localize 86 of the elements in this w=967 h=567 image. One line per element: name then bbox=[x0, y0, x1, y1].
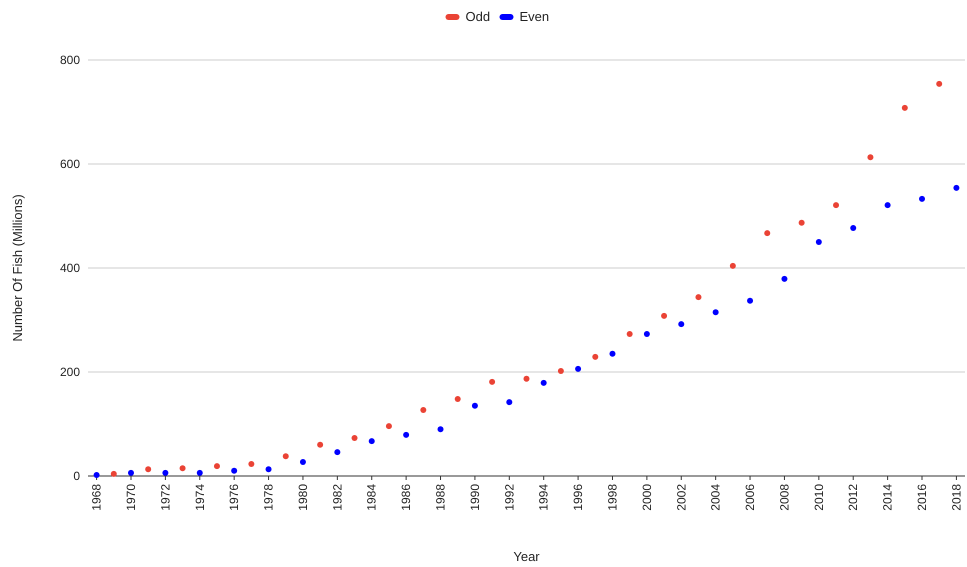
point bbox=[678, 321, 684, 328]
x-tick-label: 2004 bbox=[708, 484, 723, 511]
x-tick-label: 2006 bbox=[743, 484, 758, 511]
x-tick-label: 1980 bbox=[296, 484, 310, 511]
point bbox=[403, 432, 410, 438]
point bbox=[454, 396, 461, 402]
point bbox=[953, 184, 960, 191]
x-tick-label: 1984 bbox=[364, 484, 379, 511]
point bbox=[730, 262, 736, 269]
y-axis-title: Number Of Fish (Millions) bbox=[10, 194, 25, 342]
point bbox=[575, 366, 582, 372]
point bbox=[781, 276, 788, 282]
point bbox=[661, 312, 668, 319]
point bbox=[506, 399, 512, 406]
point bbox=[644, 331, 650, 338]
point bbox=[162, 470, 168, 476]
x-tick-label: 2018 bbox=[949, 484, 964, 511]
point bbox=[489, 378, 496, 385]
x-tick-label: 1968 bbox=[90, 484, 104, 511]
y-tick-label: 800 bbox=[60, 53, 80, 67]
point bbox=[919, 196, 926, 202]
point bbox=[816, 239, 822, 245]
point bbox=[540, 380, 547, 386]
x-tick-label: 1994 bbox=[536, 484, 551, 511]
x-tick-label: 1990 bbox=[468, 484, 482, 511]
point bbox=[386, 423, 392, 430]
x-tick-label: 2012 bbox=[846, 484, 860, 511]
x-tick-label: 1974 bbox=[192, 484, 207, 511]
x-tick-label: 1998 bbox=[605, 484, 620, 511]
point bbox=[282, 453, 289, 460]
point bbox=[558, 368, 564, 374]
y-tick-label: 600 bbox=[60, 157, 80, 171]
point bbox=[196, 470, 203, 476]
x-tick-label: 2000 bbox=[640, 484, 654, 511]
point bbox=[524, 376, 530, 382]
point bbox=[334, 449, 340, 456]
x-tick-label: 1996 bbox=[571, 484, 586, 511]
point bbox=[368, 438, 375, 444]
point bbox=[712, 309, 719, 316]
point bbox=[352, 435, 358, 442]
point bbox=[472, 402, 478, 409]
x-tick-label: 1976 bbox=[227, 484, 242, 511]
point bbox=[747, 298, 754, 304]
y-tick-label: 200 bbox=[60, 365, 80, 379]
point bbox=[231, 468, 238, 474]
point bbox=[180, 465, 186, 472]
point bbox=[867, 154, 874, 160]
x-tick-label: 2010 bbox=[812, 484, 826, 511]
point bbox=[420, 406, 426, 413]
x-tick-label: 1986 bbox=[399, 484, 414, 511]
point bbox=[128, 470, 134, 476]
x-tick-label: 1978 bbox=[262, 484, 276, 511]
point bbox=[214, 463, 220, 470]
point bbox=[609, 350, 616, 357]
point bbox=[695, 294, 702, 300]
x-tick-label: 1992 bbox=[502, 484, 516, 511]
point bbox=[438, 426, 444, 432]
x-tick-label: 1982 bbox=[330, 484, 344, 511]
point bbox=[833, 202, 840, 208]
point bbox=[936, 80, 942, 87]
y-tick-label: 0 bbox=[73, 469, 80, 483]
point bbox=[798, 220, 805, 226]
x-tick-label: 1970 bbox=[124, 484, 138, 511]
point bbox=[884, 202, 891, 208]
x-axis-title: Year bbox=[513, 549, 540, 564]
point bbox=[110, 470, 117, 477]
point bbox=[317, 442, 324, 448]
point bbox=[626, 331, 633, 338]
point bbox=[764, 230, 770, 236]
point bbox=[248, 461, 254, 468]
legend-label: Even bbox=[520, 9, 550, 24]
point bbox=[145, 466, 152, 472]
point bbox=[300, 458, 306, 465]
point bbox=[592, 354, 598, 360]
x-tick-label: 2002 bbox=[674, 484, 688, 511]
point bbox=[902, 104, 908, 111]
y-tick-label: 400 bbox=[60, 261, 80, 275]
point bbox=[850, 224, 856, 231]
x-tick-label: 2008 bbox=[777, 484, 792, 511]
x-tick-label: 1988 bbox=[434, 484, 448, 511]
x-tick-label: 2016 bbox=[915, 484, 930, 511]
legend-label: Odd bbox=[466, 9, 490, 24]
point bbox=[266, 466, 272, 472]
x-tick-label: 2014 bbox=[880, 484, 895, 511]
x-tick-label: 1972 bbox=[158, 484, 172, 511]
point bbox=[94, 472, 100, 478]
